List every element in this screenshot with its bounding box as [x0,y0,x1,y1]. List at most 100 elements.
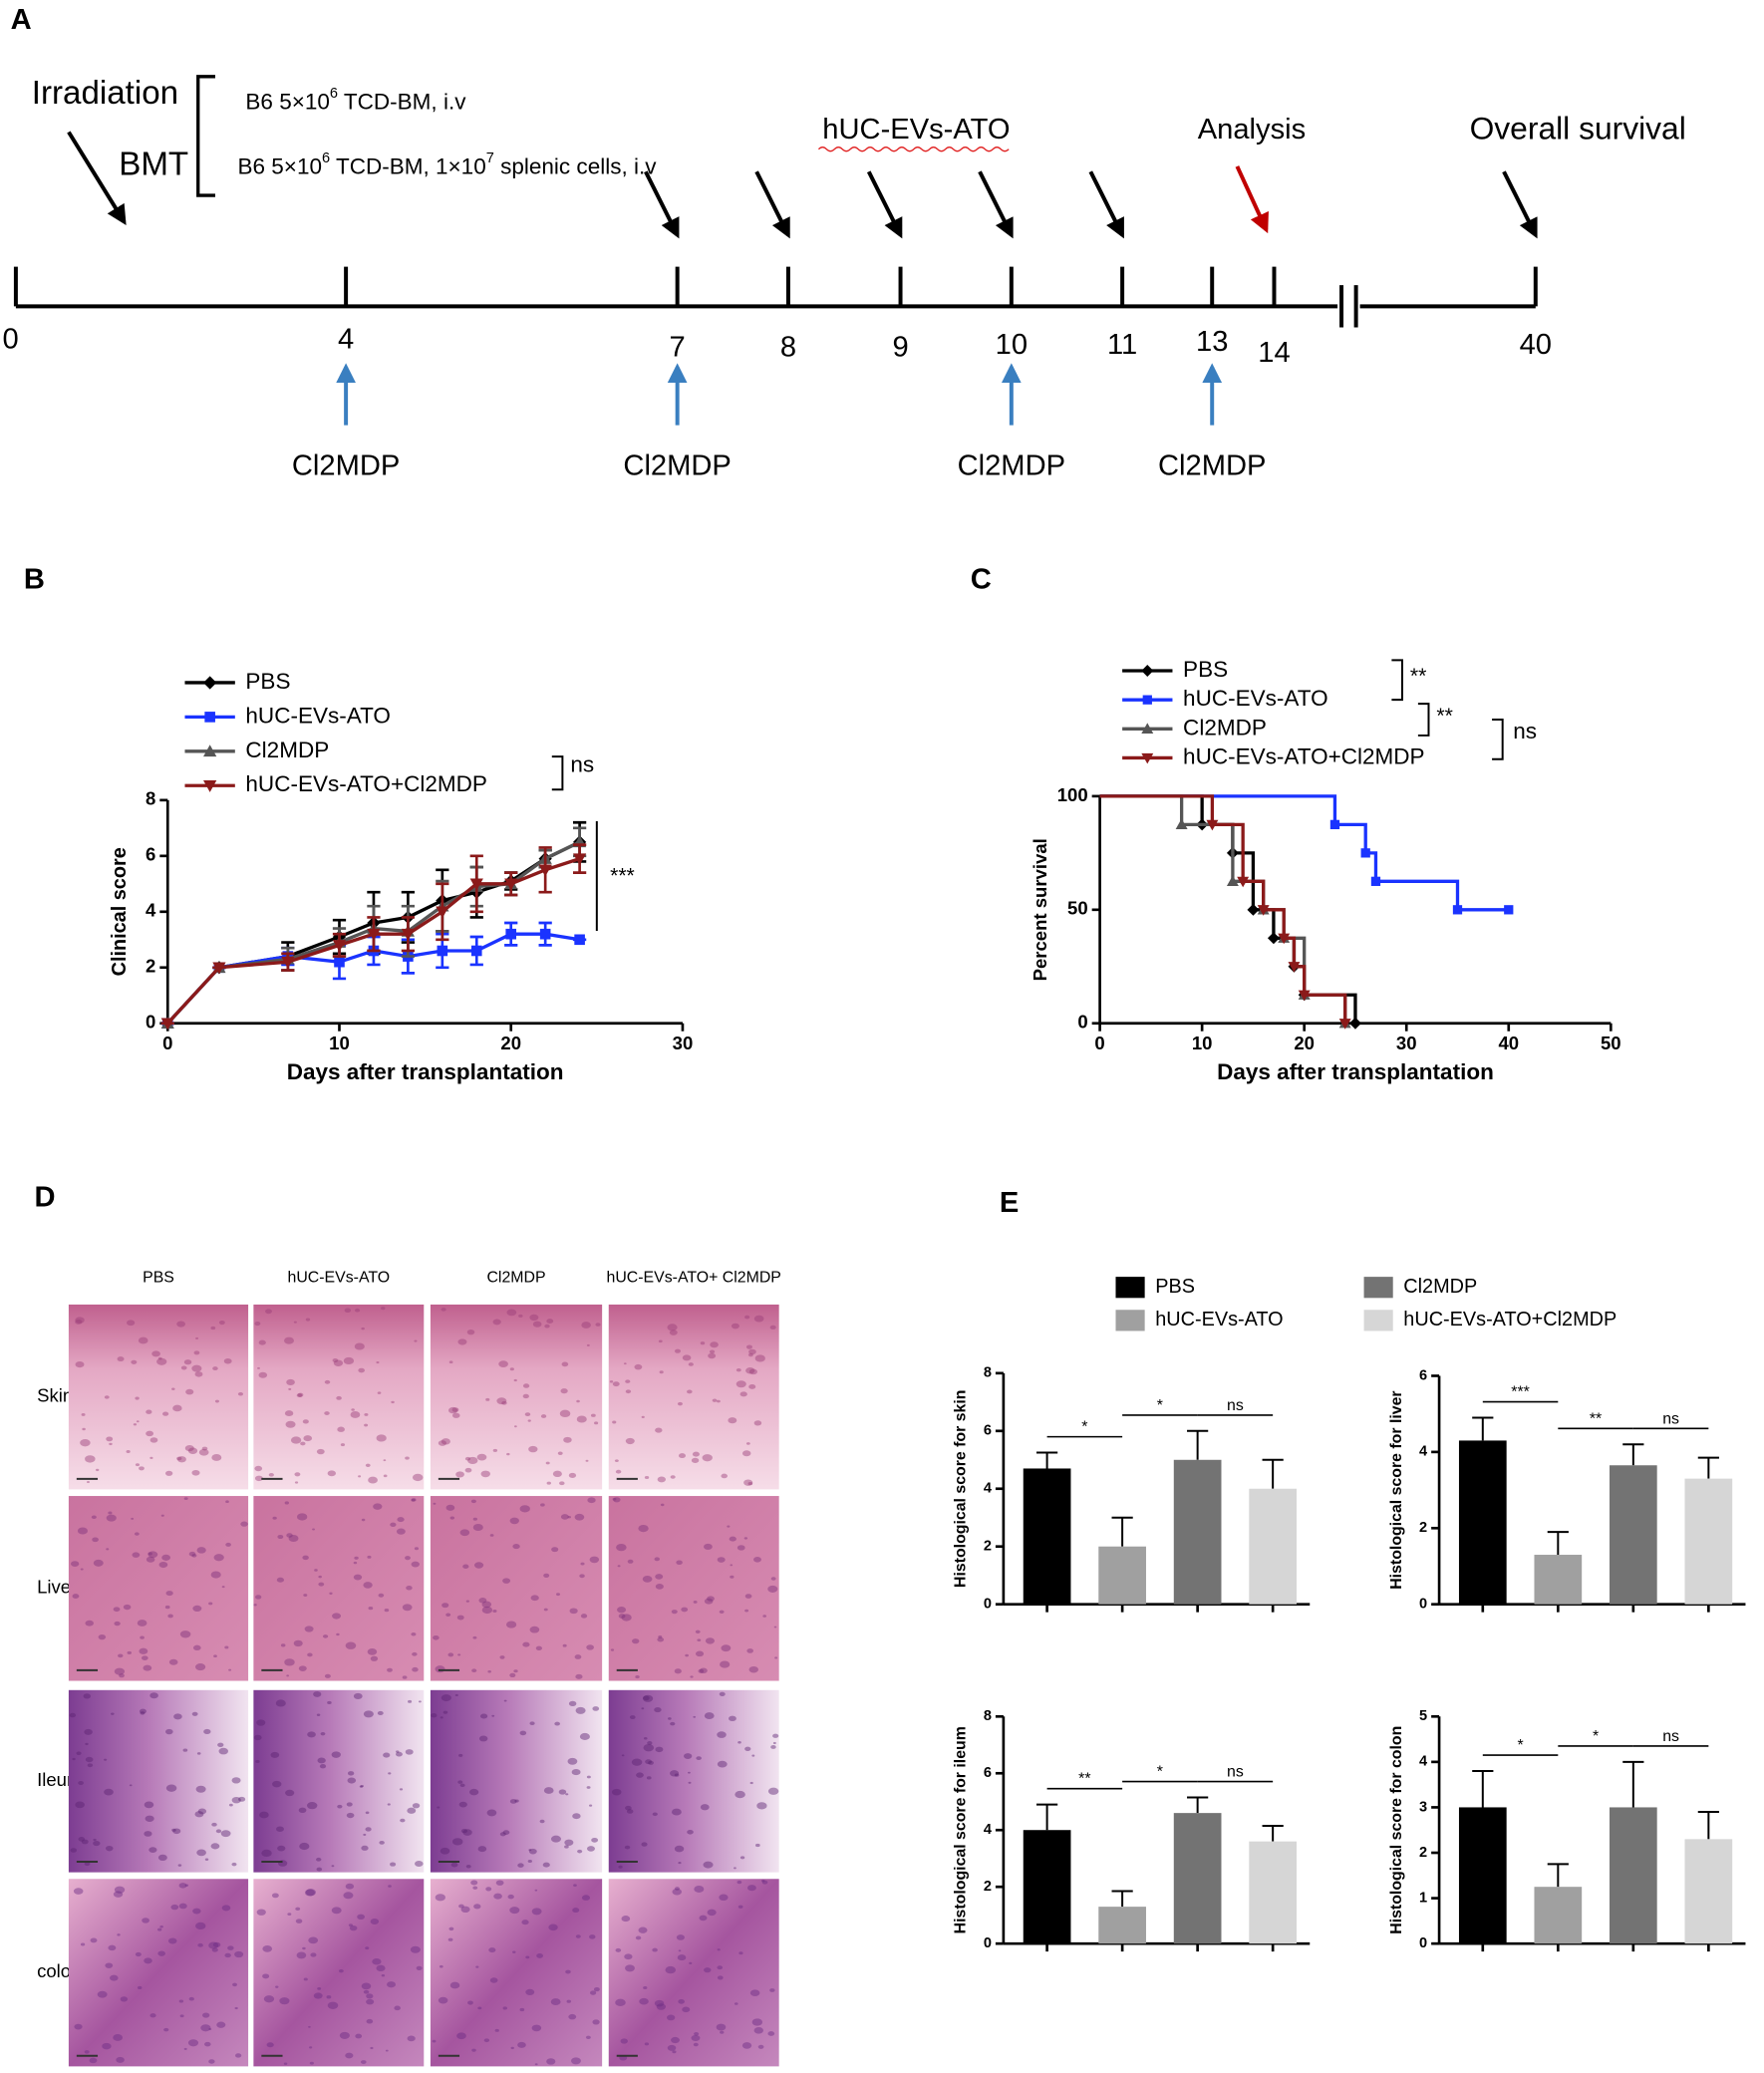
texture [336,1395,342,1400]
texture [387,1981,396,1988]
arrow [754,170,790,239]
texture [672,2050,677,2054]
texture [748,1665,758,1673]
texture [173,1713,182,1720]
texture [754,1354,765,1362]
text-part: TCD-BM, 1×10 [330,153,486,178]
texture [276,1826,284,1832]
texture [208,2059,215,2064]
texture [329,1592,333,1595]
texture [464,1456,471,1461]
texture [592,2019,600,2025]
texture [689,1961,693,1965]
marker [332,940,347,953]
texture [695,1629,701,1633]
texture [70,1848,78,1853]
texture [748,1368,757,1375]
texture [655,1583,664,1590]
texture [324,1411,330,1415]
texture [165,1784,177,1792]
texture [354,1556,359,1560]
marker [1278,933,1291,945]
texture [137,1620,147,1627]
texture [81,1413,86,1416]
survival-curve [1099,794,1509,912]
y-tick-label: 2 [984,1539,992,1555]
texture [459,1783,465,1788]
annotation: ** [1436,705,1453,728]
texture [694,2032,700,2036]
texture [441,1308,446,1312]
texture [717,1948,721,1951]
texture [571,1768,581,1776]
histology-image [253,1689,425,1873]
texture [93,1838,97,1842]
texture [318,1575,322,1579]
texture [431,1713,438,1718]
marker [1267,932,1280,945]
marker [212,962,226,975]
texture [632,1638,640,1644]
texture [402,1675,408,1679]
x-tick-label: 40 [1498,1033,1519,1053]
x-tick-label: 10 [1192,1033,1213,1053]
texture [467,1456,478,1465]
texture [773,1626,777,1629]
texture [721,1644,732,1652]
texture [654,1999,665,2007]
texture [502,1578,511,1584]
texture [580,1614,588,1619]
texture [300,1441,306,1446]
texture [542,1862,550,1868]
texture [624,1845,631,1850]
texture [594,1421,599,1425]
texture [743,1479,753,1486]
texture [405,1556,411,1561]
y-tick-label: 0 [1077,1012,1087,1033]
texture [294,1472,301,1477]
texture [729,1715,736,1722]
texture [677,1401,683,1406]
texture [284,1410,294,1417]
texture [215,1829,222,1834]
texture [381,1307,386,1311]
texture [272,1516,277,1520]
texture [615,1947,622,1952]
texture [647,1741,653,1745]
texture [146,1430,154,1437]
texture [81,1839,89,1845]
texture [472,1523,483,1531]
y-tick-label: 4 [984,1481,993,1497]
error-bar [1111,1890,1133,1908]
texture [367,1648,378,1655]
texture [200,2024,211,2032]
texture [359,1785,363,1788]
texture [354,1308,361,1313]
texture [491,1714,495,1717]
texture [339,2031,350,2039]
texture [322,1634,329,1638]
legend-marker [1142,695,1152,705]
texture [671,1610,678,1615]
depletion-label: Cl2MDP [958,450,1065,482]
texture [462,1829,472,1836]
texture [360,2060,367,2065]
texture [517,1863,524,1868]
texture [753,1557,761,1563]
texture [303,1594,308,1597]
texture [304,1889,315,1897]
texture [286,1674,290,1677]
texture [587,1497,596,1504]
texture [616,1543,627,1552]
texture [187,1447,198,1454]
texture [737,1740,741,1744]
texture [376,1964,386,1972]
texture [279,1997,290,2005]
texture [270,1751,280,1758]
texture [317,1757,326,1764]
texture [93,1559,104,1567]
texture [674,1348,681,1353]
texture [285,1420,296,1428]
texture [674,1845,685,1853]
